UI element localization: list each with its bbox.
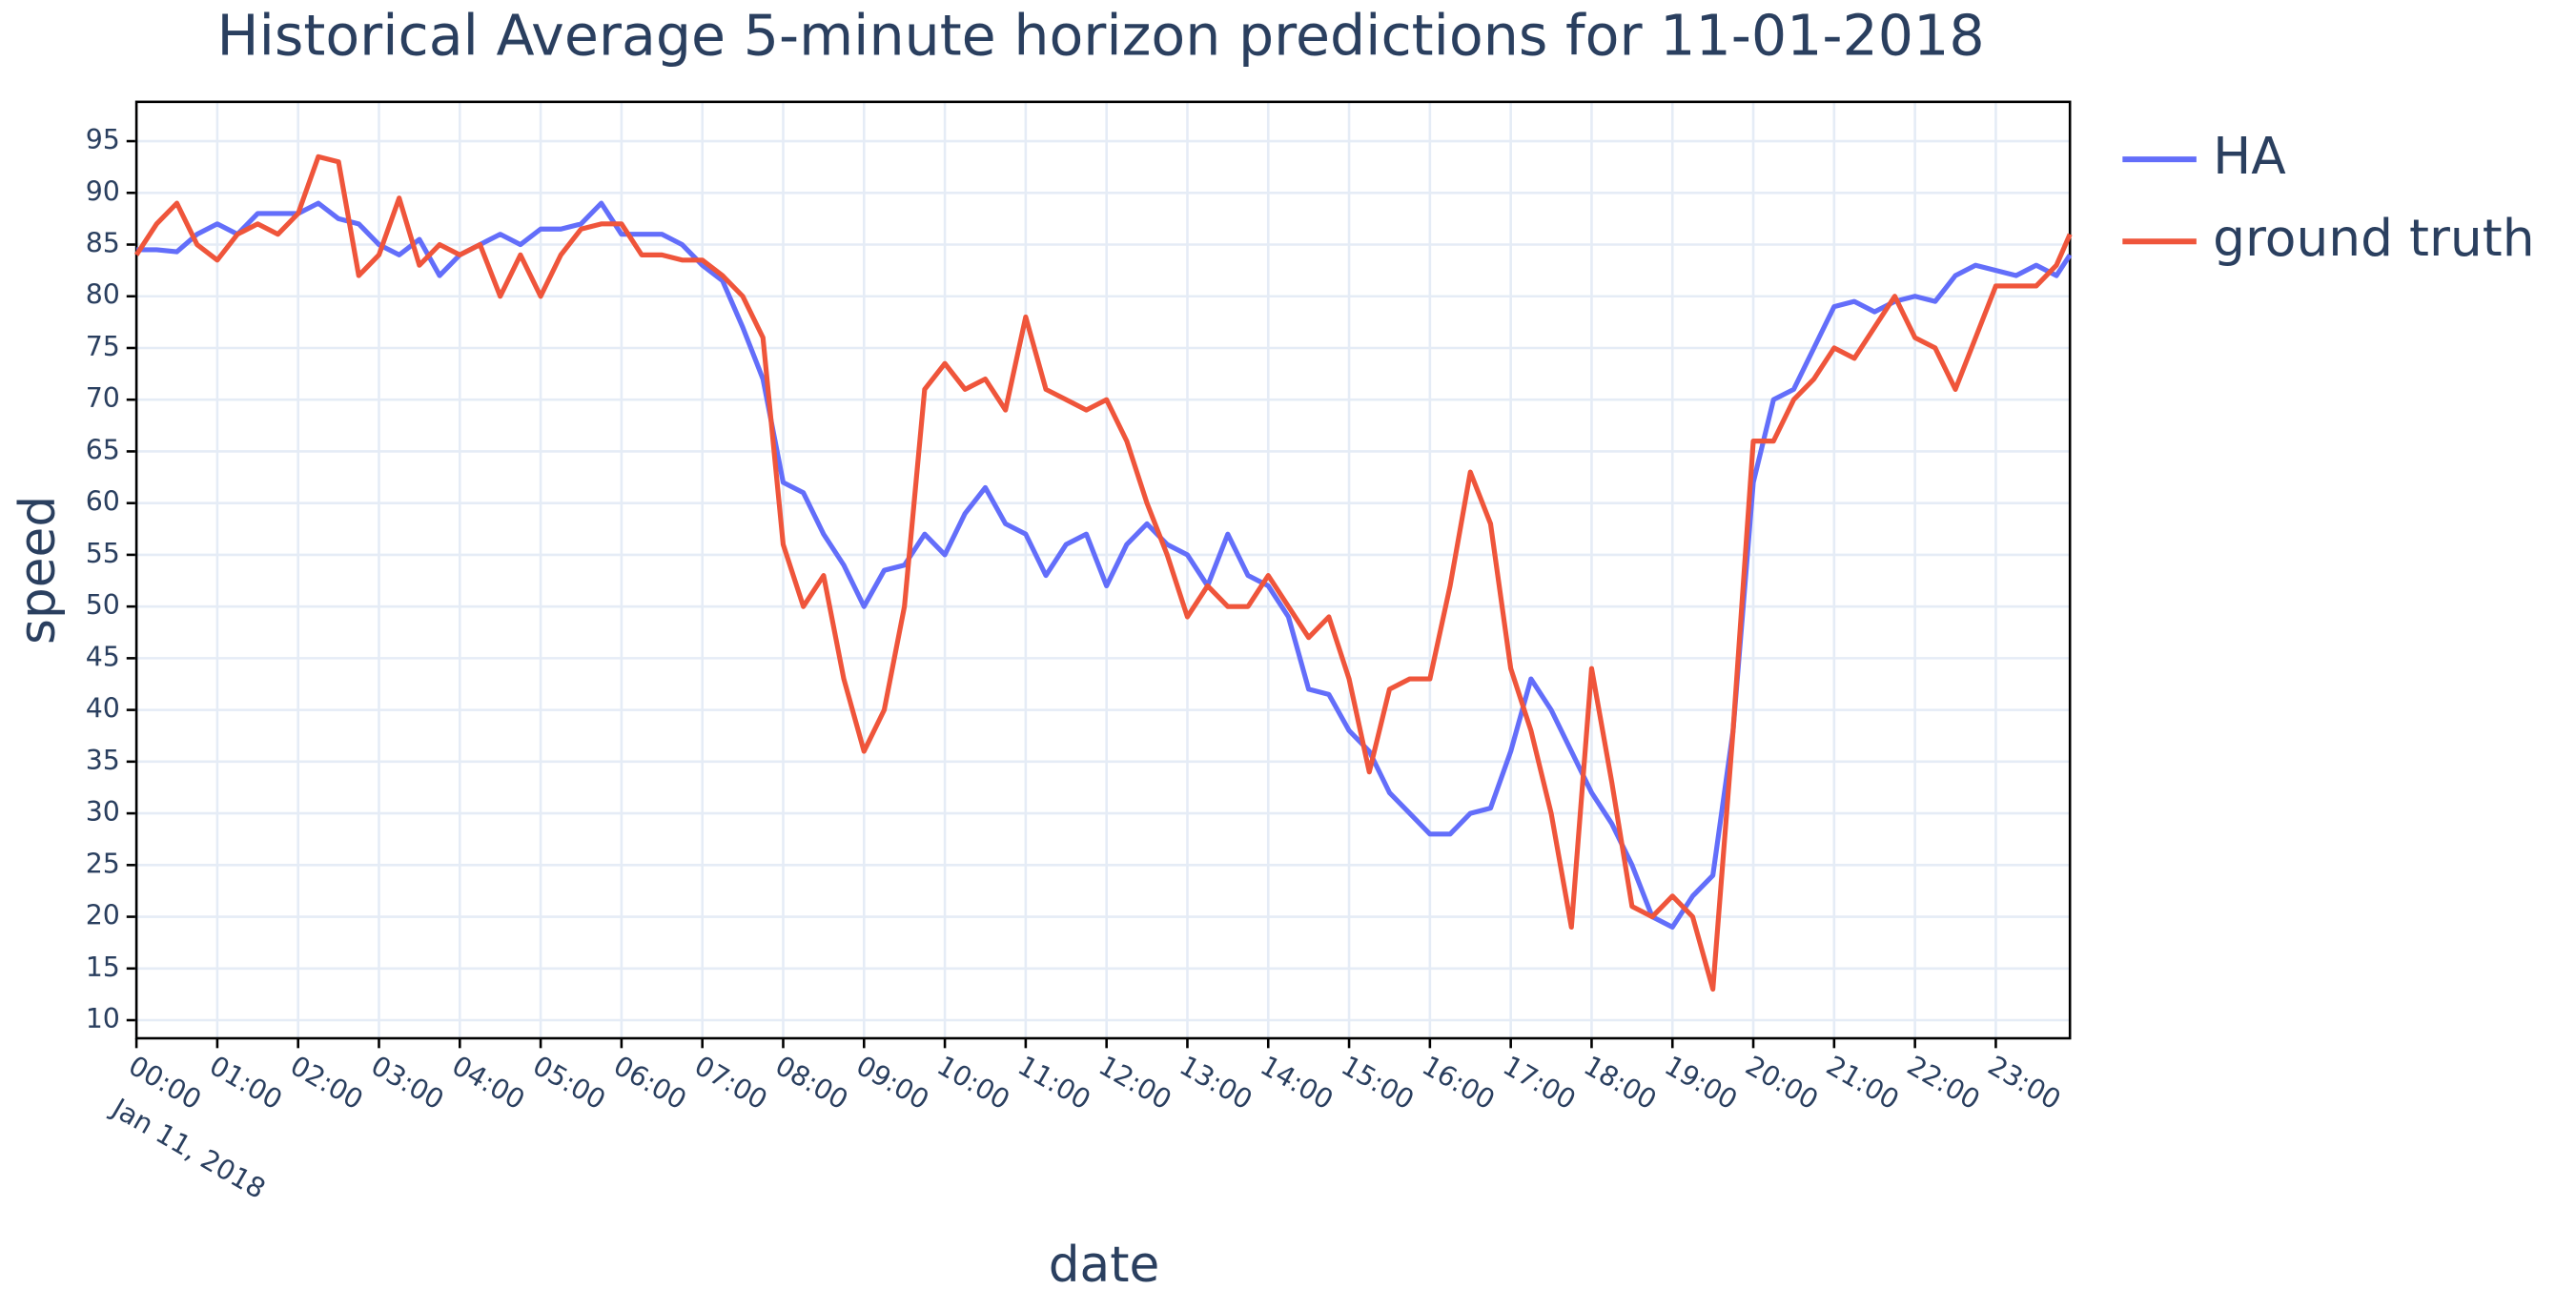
- y-tick-label: 35: [86, 745, 120, 776]
- x-tick-label: 04:00: [446, 1050, 529, 1116]
- x-tick-label: 10:00: [931, 1050, 1014, 1116]
- x-tick-label: 16:00: [1417, 1050, 1500, 1116]
- y-tick-label: 20: [86, 900, 120, 931]
- x-tick-label: 17:00: [1498, 1050, 1581, 1116]
- y-tick-label: 40: [86, 693, 120, 725]
- x-tick-label: 01:00: [204, 1050, 287, 1116]
- y-tick-label: 90: [86, 175, 120, 207]
- x-tick-label: 02:00: [285, 1050, 368, 1116]
- x-tick-label: 18:00: [1579, 1050, 1662, 1116]
- x-tick-label: 19:00: [1659, 1050, 1742, 1116]
- y-tick-label: 60: [86, 486, 120, 518]
- legend-label: ground truth: [2213, 208, 2534, 268]
- plot-frame: [134, 100, 2072, 1040]
- y-tick-label: 75: [86, 331, 120, 362]
- y-tick-label: 65: [86, 434, 120, 465]
- series-line: [133, 154, 2073, 993]
- y-tick-label: 80: [86, 279, 120, 311]
- y-tick-label: 15: [86, 952, 120, 983]
- y-tick-label: 85: [86, 228, 120, 259]
- x-axis-title: date: [1049, 1237, 1160, 1294]
- x-tick-label: 03:00: [366, 1050, 449, 1116]
- y-tick-label: 10: [86, 1003, 120, 1034]
- x-tick-label: 12:00: [1094, 1050, 1176, 1116]
- x-tick-label: 09:00: [850, 1050, 933, 1116]
- x-tick-label: 22:00: [1902, 1050, 1985, 1116]
- x-tick-label: 15:00: [1336, 1050, 1419, 1116]
- legend-label: HA: [2213, 126, 2286, 186]
- x-tick-label: 23:00: [1983, 1050, 2066, 1116]
- x-tick-label: 13:00: [1175, 1050, 1257, 1116]
- x-tick-label: 14:00: [1255, 1050, 1338, 1116]
- y-tick-label: 70: [86, 382, 120, 414]
- y-tick-label: 25: [86, 848, 120, 879]
- x-tick-label: 08:00: [770, 1050, 853, 1116]
- x-tick-label: 07:00: [689, 1050, 772, 1116]
- x-tick-label: 06:00: [608, 1050, 691, 1116]
- y-tick-label: 30: [86, 796, 120, 828]
- series-line: [136, 200, 2073, 930]
- y-tick-label: 55: [86, 538, 120, 569]
- y-tick-label: 95: [86, 124, 120, 155]
- chart-title: Historical Average 5-minute horizon pred…: [217, 3, 1985, 68]
- x-tick-label: 20:00: [1740, 1050, 1823, 1116]
- y-tick-label: 45: [86, 641, 120, 672]
- y-axis-title: speed: [10, 496, 67, 645]
- x-tick-label: 11:00: [1012, 1050, 1095, 1116]
- x-tick-label: 21:00: [1821, 1050, 1904, 1116]
- x-tick-label: 05:00: [527, 1050, 610, 1116]
- y-tick-label: 50: [86, 589, 120, 621]
